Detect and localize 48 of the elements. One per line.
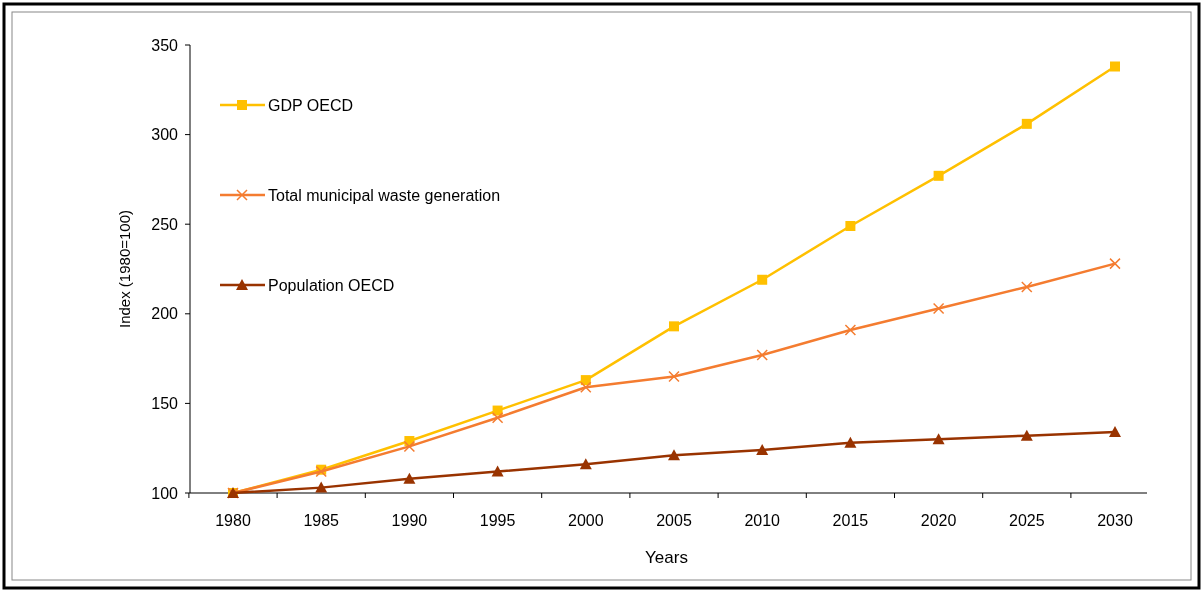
point xyxy=(1109,257,1121,270)
y-tick-label: 150 xyxy=(151,395,179,412)
x-tick-label: 2020 xyxy=(920,512,957,529)
x-tick-label: 2000 xyxy=(568,512,604,529)
x-tick-label: 2010 xyxy=(744,512,781,529)
x-tick-label: 1995 xyxy=(479,512,516,529)
point xyxy=(933,170,944,181)
point xyxy=(315,481,328,493)
point xyxy=(1020,429,1033,441)
point xyxy=(844,436,857,448)
point xyxy=(756,443,769,455)
y-tick-label: 100 xyxy=(151,484,179,502)
point xyxy=(756,349,768,361)
point xyxy=(1109,426,1121,438)
point xyxy=(757,274,768,285)
x-tick-label: 2015 xyxy=(832,512,869,529)
point xyxy=(1110,61,1120,72)
y-tick-label: 300 xyxy=(151,126,179,144)
y-axis-title: Index (1980=100) xyxy=(116,209,133,329)
y-tick-label: 250 xyxy=(151,215,179,233)
point xyxy=(491,465,504,477)
point xyxy=(932,302,945,315)
legend-label: Total municipal waste generation xyxy=(268,186,501,204)
point xyxy=(579,458,592,470)
point xyxy=(668,370,680,383)
x-axis-title: Years xyxy=(645,548,688,567)
y-tick-label: 350 xyxy=(151,36,179,54)
point xyxy=(1021,118,1032,129)
point xyxy=(932,433,945,445)
point xyxy=(580,381,592,394)
point xyxy=(845,220,856,231)
point xyxy=(844,324,857,336)
point xyxy=(668,449,680,461)
point xyxy=(403,472,416,484)
point xyxy=(669,321,679,332)
x-tick-label: 1985 xyxy=(303,512,340,529)
point xyxy=(1021,281,1033,293)
x-tick-label: 1990 xyxy=(391,512,428,529)
x-tick-label: 2005 xyxy=(656,512,692,529)
x-tick-label: 1980 xyxy=(215,512,251,529)
y-tick-label: 200 xyxy=(151,305,179,323)
point xyxy=(403,440,416,453)
legend-label: Population OECD xyxy=(268,276,395,294)
point xyxy=(491,411,504,424)
x-tick-label: 2025 xyxy=(1009,512,1045,529)
point xyxy=(580,375,591,386)
x-tick-label: 2030 xyxy=(1097,512,1133,529)
legend-label: GDP OECD xyxy=(268,96,354,114)
